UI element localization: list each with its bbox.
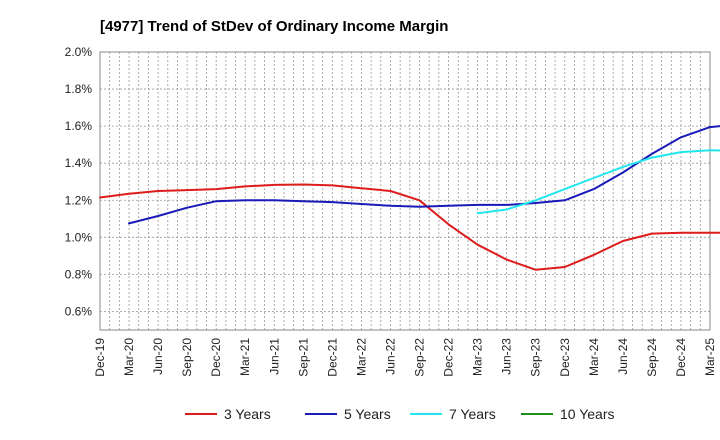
y-tick-label: 1.8% (65, 82, 93, 96)
chart-title: [4977] Trend of StDev of Ordinary Income… (100, 18, 448, 35)
legend-label: 5 Years (344, 406, 391, 422)
x-tick-label: Sep-23 (529, 338, 543, 377)
x-tick-label: Mar-22 (354, 338, 368, 376)
x-tick-label: Jun-24 (616, 338, 630, 375)
x-tick-label: Sep-21 (296, 338, 310, 377)
x-tick-label: Mar-20 (122, 338, 136, 376)
x-tick-label: Mar-23 (471, 338, 485, 376)
x-tick-label: Dec-19 (93, 338, 107, 377)
legend-label: 7 Years (449, 406, 496, 422)
legend-item: 10 Years (521, 406, 615, 422)
legend-item: 5 Years (305, 406, 391, 422)
x-tick-label: Jun-21 (267, 338, 281, 375)
grid (99, 51, 711, 330)
legend-item: 7 Years (410, 406, 496, 422)
y-axis: 2.0% 1.8% 1.6% 1.4% 1.2% 1.0% 0.8% 0.6% (65, 45, 93, 318)
x-tick-label: Dec-24 (674, 338, 688, 377)
y-tick-label: 0.8% (65, 267, 93, 281)
y-tick-label: 2.0% (65, 45, 93, 59)
x-tick-label: Sep-22 (413, 338, 427, 377)
x-tick-label: Jun-22 (383, 338, 397, 375)
legend-item: 3 Years (185, 406, 271, 422)
y-tick-label: 1.4% (65, 156, 93, 170)
legend: 3 Years 5 Years 7 Years 10 Years (185, 406, 615, 422)
x-axis: Dec-19 Mar-20 Jun-20 Sep-20 Dec-20 Mar-21 Jun-… (93, 338, 717, 377)
series-line-5-years (128, 125, 720, 225)
x-tick-label: Mar-24 (587, 338, 601, 376)
y-tick-label: 1.2% (65, 193, 93, 207)
legend-label: 3 Years (224, 406, 271, 422)
legend-label: 10 Years (560, 406, 615, 422)
x-tick-label: Jun-23 (500, 338, 514, 375)
x-tick-label: Mar-25 (703, 338, 717, 376)
x-tick-label: Sep-20 (180, 338, 194, 377)
x-tick-label: Dec-21 (325, 338, 339, 377)
x-tick-label: Dec-23 (558, 338, 572, 377)
series-line-3-years (99, 183, 720, 271)
x-tick-label: Sep-24 (645, 338, 659, 377)
y-tick-label: 0.6% (65, 304, 93, 318)
plot-frame (99, 51, 711, 331)
x-tick-label: Jun-20 (151, 338, 165, 375)
series-line-7-years (476, 149, 720, 215)
y-tick-label: 1.0% (65, 230, 93, 244)
x-tick-label: Dec-22 (442, 338, 456, 377)
x-tick-label: Mar-21 (238, 338, 252, 376)
x-tick-label: Dec-20 (209, 338, 223, 377)
series-layer (99, 125, 720, 271)
y-tick-label: 1.6% (65, 119, 93, 133)
